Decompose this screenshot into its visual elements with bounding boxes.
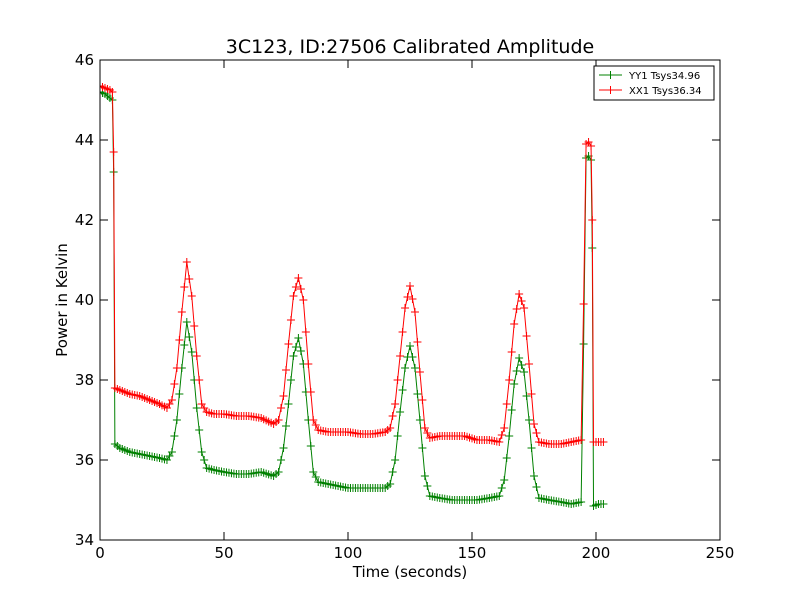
legend-marker bbox=[606, 71, 615, 79]
legend-label: YY1 Tsys34.96 bbox=[628, 71, 700, 82]
series-1 bbox=[100, 88, 608, 510]
x-tick-label: 200 bbox=[582, 544, 611, 562]
y-tick-label: 44 bbox=[75, 131, 94, 149]
series-markers bbox=[100, 88, 608, 510]
series-2 bbox=[100, 82, 608, 448]
y-tick-label: 46 bbox=[75, 51, 94, 69]
legend-box bbox=[593, 65, 715, 101]
y-tick-label: 42 bbox=[75, 211, 94, 229]
y-tick-label: 36 bbox=[75, 451, 94, 469]
y-axis: 34 36 38 40 42 44 46 bbox=[75, 51, 720, 549]
legend-item: YY1 Tsys34.96 bbox=[599, 71, 700, 82]
legend-label: XX1 Tsys36.34 bbox=[629, 86, 702, 97]
x-tick-label: 150 bbox=[458, 544, 487, 562]
y-tick-label: 38 bbox=[75, 371, 94, 389]
x-axis-label: Time (seconds) bbox=[352, 563, 468, 581]
x-tick-label: 0 bbox=[95, 544, 105, 562]
legend: YY1 Tsys34.96 XX1 Tsys36.34 bbox=[593, 65, 715, 101]
x-axis: 0 50 100 150 200 250 bbox=[95, 60, 734, 562]
y-tick-label: 34 bbox=[75, 531, 94, 549]
x-tick-label: 250 bbox=[706, 544, 735, 562]
x-tick-label: 50 bbox=[214, 544, 233, 562]
series-markers bbox=[100, 82, 608, 448]
y-tick-label: 40 bbox=[75, 291, 94, 309]
chart-title: 3C123, ID:27506 Calibrated Amplitude bbox=[226, 36, 594, 58]
y-axis-label: Power in Kelvin bbox=[53, 243, 71, 357]
legend-item: XX1 Tsys36.34 bbox=[599, 86, 702, 97]
series-layer bbox=[100, 82, 608, 510]
x-tick-label: 100 bbox=[334, 544, 363, 562]
legend-marker bbox=[606, 86, 615, 94]
